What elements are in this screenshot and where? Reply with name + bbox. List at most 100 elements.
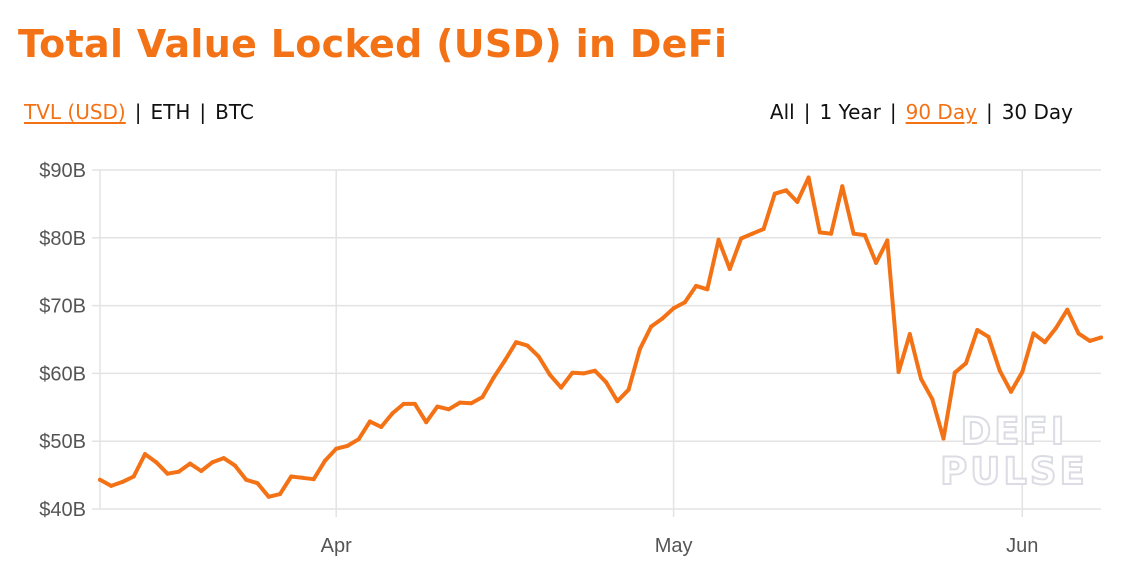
- data-point[interactable]: [143, 452, 147, 457]
- data-point[interactable]: [604, 380, 609, 385]
- tvl-series-line[interactable]: [98, 175, 1103, 499]
- data-point[interactable]: [379, 425, 384, 429]
- data-point[interactable]: [469, 401, 474, 406]
- data-point[interactable]: [289, 474, 294, 479]
- data-point[interactable]: [649, 324, 654, 329]
- data-point[interactable]: [705, 287, 710, 292]
- data-point[interactable]: [671, 306, 676, 311]
- data-point[interactable]: [547, 372, 552, 377]
- data-point[interactable]: [165, 471, 170, 476]
- data-point[interactable]: [322, 458, 327, 463]
- data-point[interactable]: [919, 376, 923, 381]
- data-point[interactable]: [109, 483, 114, 488]
- data-point[interactable]: [941, 436, 946, 441]
- data-point[interactable]: [851, 231, 856, 236]
- data-point[interactable]: [300, 475, 305, 480]
- data-point[interactable]: [525, 343, 530, 348]
- data-point[interactable]: [367, 419, 372, 424]
- data-point[interactable]: [345, 443, 350, 448]
- data-point[interactable]: [1031, 331, 1036, 336]
- data-point[interactable]: [761, 227, 766, 231]
- data-point[interactable]: [1020, 370, 1025, 374]
- data-point[interactable]: [176, 469, 181, 474]
- data-point[interactable]: [1054, 326, 1058, 330]
- data-point[interactable]: [795, 199, 800, 204]
- data-point[interactable]: [1087, 338, 1092, 343]
- data-point[interactable]: [210, 460, 215, 465]
- data-point[interactable]: [964, 361, 968, 366]
- data-point[interactable]: [502, 358, 507, 363]
- data-point[interactable]: [817, 230, 822, 235]
- data-point[interactable]: [986, 334, 991, 339]
- data-point[interactable]: [1042, 340, 1047, 345]
- data-point[interactable]: [952, 370, 957, 375]
- data-point[interactable]: [559, 385, 564, 390]
- y-tick-label: $40B: [39, 499, 86, 521]
- data-point[interactable]: [806, 175, 811, 180]
- data-point[interactable]: [750, 231, 755, 236]
- data-point[interactable]: [154, 460, 159, 465]
- data-point[interactable]: [446, 407, 451, 412]
- data-point[interactable]: [199, 469, 204, 473]
- data-point[interactable]: [885, 238, 890, 243]
- data-point[interactable]: [233, 463, 237, 468]
- data-point[interactable]: [907, 332, 912, 337]
- data-point[interactable]: [874, 260, 879, 265]
- data-point[interactable]: [829, 231, 834, 236]
- data-point[interactable]: [896, 370, 901, 374]
- data-point[interactable]: [592, 368, 597, 373]
- data-point[interactable]: [1065, 307, 1070, 312]
- range-all[interactable]: All: [769, 100, 795, 124]
- data-point[interactable]: [401, 401, 406, 406]
- data-point[interactable]: [682, 300, 687, 305]
- toggle-eth[interactable]: ETH: [150, 100, 191, 124]
- data-point[interactable]: [266, 494, 271, 499]
- data-point[interactable]: [491, 375, 496, 380]
- data-point[interactable]: [1009, 389, 1013, 394]
- data-point[interactable]: [660, 316, 665, 321]
- data-point[interactable]: [457, 400, 462, 405]
- range-30-day[interactable]: 30 Day: [1001, 100, 1073, 124]
- data-point[interactable]: [615, 399, 620, 404]
- data-point[interactable]: [120, 479, 125, 484]
- data-point[interactable]: [772, 191, 777, 196]
- data-point[interactable]: [131, 474, 136, 479]
- data-point[interactable]: [862, 233, 867, 238]
- data-point[interactable]: [255, 481, 260, 486]
- data-point[interactable]: [930, 397, 935, 402]
- data-point[interactable]: [570, 370, 575, 375]
- data-point[interactable]: [581, 371, 586, 376]
- data-point[interactable]: [997, 368, 1002, 373]
- data-point[interactable]: [1099, 335, 1103, 340]
- range-1-year[interactable]: 1 Year: [819, 100, 881, 124]
- data-point[interactable]: [784, 188, 789, 193]
- data-point[interactable]: [536, 354, 541, 359]
- data-point[interactable]: [412, 401, 417, 406]
- data-point[interactable]: [480, 395, 485, 400]
- data-point[interactable]: [975, 328, 980, 332]
- toggle-tvl-usd[interactable]: TVL (USD): [24, 100, 126, 124]
- data-point[interactable]: [188, 461, 192, 466]
- data-point[interactable]: [311, 477, 316, 482]
- data-point[interactable]: [390, 411, 395, 416]
- data-point[interactable]: [1076, 331, 1081, 336]
- data-point[interactable]: [694, 283, 699, 288]
- data-point[interactable]: [435, 404, 440, 409]
- data-point[interactable]: [626, 387, 631, 392]
- data-point[interactable]: [514, 340, 519, 345]
- data-point[interactable]: [637, 347, 642, 351]
- data-point[interactable]: [727, 267, 732, 271]
- toggle-btc[interactable]: BTC: [215, 100, 254, 124]
- data-point[interactable]: [278, 492, 282, 497]
- data-point[interactable]: [840, 184, 845, 189]
- data-point[interactable]: [356, 437, 361, 442]
- data-point[interactable]: [739, 236, 744, 241]
- range-90-day[interactable]: 90 Day: [905, 100, 977, 124]
- data-point[interactable]: [221, 456, 226, 461]
- data-point[interactable]: [716, 237, 721, 242]
- data-point[interactable]: [98, 477, 102, 482]
- data-point[interactable]: [334, 446, 339, 451]
- data-point[interactable]: [244, 477, 249, 482]
- data-point[interactable]: [424, 420, 429, 425]
